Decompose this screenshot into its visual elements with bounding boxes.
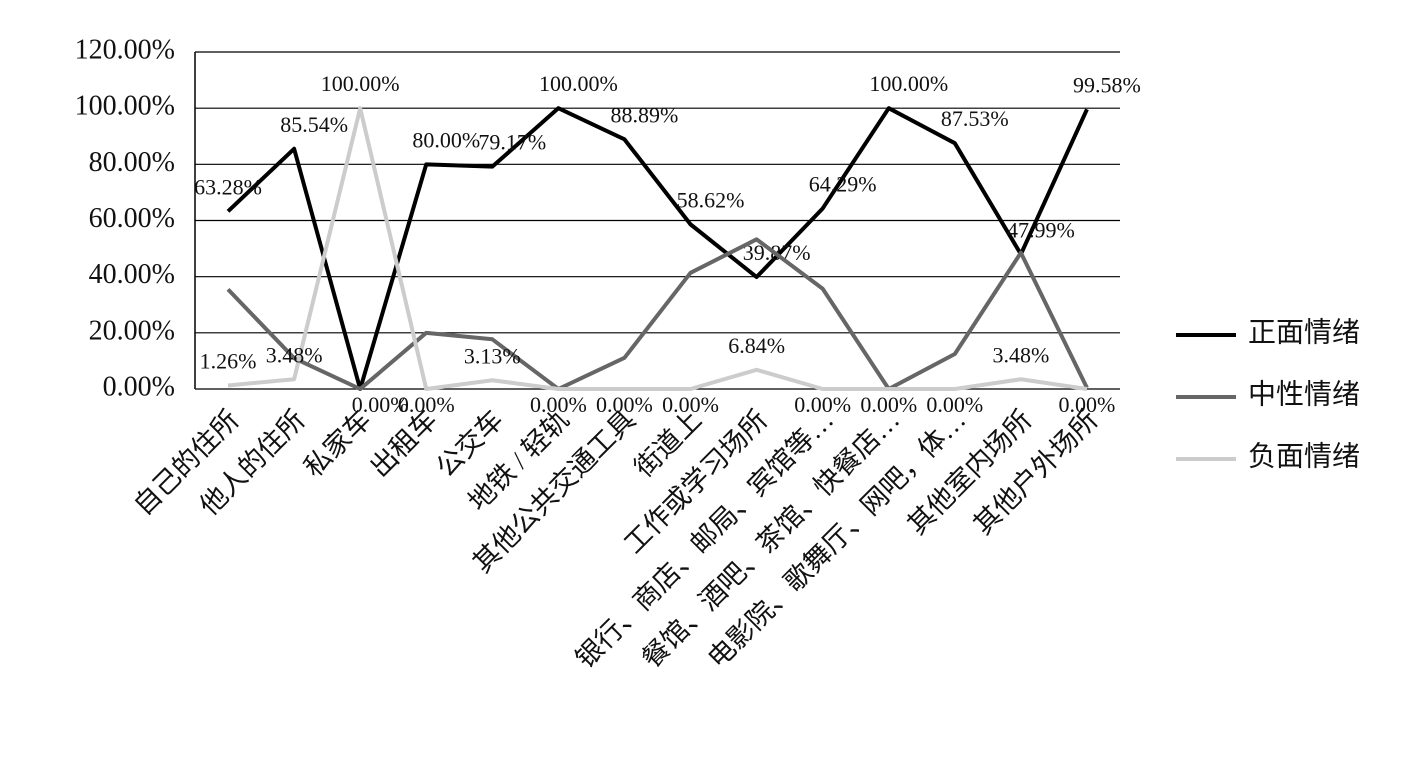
value-label: 0.00% <box>1059 392 1116 417</box>
value-label: 0.00% <box>860 392 917 417</box>
y-tick-label: 60.00% <box>89 203 175 234</box>
value-label: 88.89% <box>611 102 679 127</box>
value-label: 1.26% <box>200 349 257 374</box>
value-label: 85.54% <box>280 112 348 137</box>
value-label: 3.48% <box>266 342 323 367</box>
value-label: 87.53% <box>941 106 1009 131</box>
value-label: 0.00% <box>794 392 851 417</box>
value-label: 100.00% <box>321 71 400 96</box>
y-tick-label: 120.00% <box>75 34 175 65</box>
legend-label: 中性情绪 <box>1248 378 1360 410</box>
value-label: 99.58% <box>1073 72 1141 97</box>
value-label: 0.00% <box>530 392 587 417</box>
value-label: 100.00% <box>539 71 618 96</box>
y-tick-label: 100.00% <box>75 91 175 122</box>
value-label: 0.00% <box>596 392 653 417</box>
y-tick-label: 20.00% <box>89 315 175 346</box>
y-tick-label: 0.00% <box>103 371 175 402</box>
legend-label: 负面情绪 <box>1248 440 1360 472</box>
series-line <box>226 106 1089 391</box>
value-label: 58.62% <box>677 187 745 212</box>
value-label: 64.29% <box>809 171 877 196</box>
value-label: 0.00% <box>352 392 409 417</box>
value-label: 3.48% <box>992 342 1049 367</box>
value-label: 6.84% <box>728 333 785 358</box>
value-label: 0.00% <box>926 392 983 417</box>
value-label: 79.17% <box>478 130 546 155</box>
series-line <box>227 106 1088 391</box>
value-label: 0.00% <box>398 392 455 417</box>
y-tick-label: 80.00% <box>89 147 175 178</box>
series-line <box>226 237 1089 391</box>
value-label: 80.00% <box>412 127 480 152</box>
legend-label: 正面情绪 <box>1248 316 1360 348</box>
value-label: 3.13% <box>464 343 521 368</box>
value-label: 100.00% <box>869 71 948 96</box>
value-label: 63.28% <box>194 174 262 199</box>
y-tick-label: 40.00% <box>89 259 175 290</box>
value-label: 0.00% <box>662 392 719 417</box>
value-label: 47.99% <box>1007 217 1075 242</box>
